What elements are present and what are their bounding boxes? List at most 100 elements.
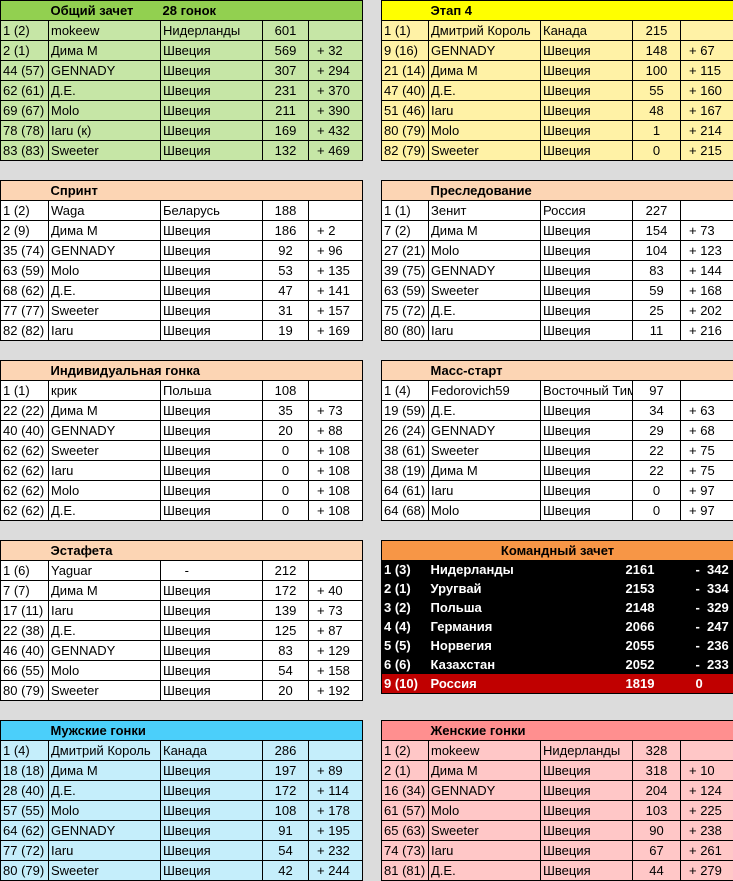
rank-cell: 1 (2) [0,20,49,41]
table-header: Этап 4 [381,0,733,21]
points-cell: 25 [632,300,681,321]
rank-cell: 5 (5) [384,638,411,653]
rank-cell: 9 (16) [381,40,429,61]
points-cell: 0 [262,460,309,481]
rank-cell: 82 (79) [381,140,429,161]
player-name-cell: GENNADY [48,240,161,261]
country-cell: Швеция [540,300,633,321]
rank-cell: 77 (77) [0,300,49,321]
rank-cell: 65 (63) [381,820,429,841]
country-cell: Нидерланды [540,740,633,761]
rank-cell: 61 (57) [381,800,429,821]
table-row: 2 (1) Дима М Швеция 569 + 32 [0,40,363,61]
rank-cell: 1 (1) [381,200,429,221]
points-cell: 227 [632,200,681,221]
player-name-cell: Molo [48,260,161,281]
country-cell: Швеция [539,120,634,141]
standings-table-women: Женские гонки 1 (2) mokeew Нидерланды 328 2 (… [381,720,733,881]
points-cell: 91 [262,820,309,841]
table-row: 51 (46) Iaru Швеция 48 + 167 [381,100,733,121]
standings-table-overall: Общий зачет 28 гонок 1 (2) mokeew Нидерланды… [0,0,363,161]
rank-cell: 80 (79) [0,680,49,701]
player-name-cell: Sweeter [48,440,161,461]
country-cell: Швеция [540,780,633,801]
player-name-cell: Зенит [428,200,541,221]
table-row: 66 (55) Molo Швеция 54 + 158 [0,660,363,681]
table-row: 16 (34) GENNADY Швеция 204 + 124 [381,780,733,801]
table-row: 63 (59) Molo Швеция 53 + 135 [0,260,363,281]
player-name-cell: GENNADY [428,420,541,441]
gap-cell [308,740,363,761]
points-cell: 47 [262,280,309,301]
gap-cell: + 279 [680,860,733,881]
country-cell: Швеция [160,400,263,421]
team-standings-table: Командный зачет 1 (3) Нидерланды 2161 - 342 2… [381,540,733,694]
table-row: 22 (22) Дима М Швеция 35 + 73 [0,400,363,421]
player-name-cell: Molo [428,240,541,261]
rank-cell: 80 (80) [381,320,429,341]
country-cell: Швеция [539,420,634,441]
gap-cell: - 329 [695,600,729,615]
country-cell: Канада [539,20,634,41]
player-name-cell: Iaru [428,100,541,121]
points-cell: 22 [632,460,682,481]
table-row: 65 (63) Sweeter Швеция 90 + 238 [381,820,733,841]
country-cell: Польша [160,380,263,401]
rank-cell: 51 (46) [381,100,429,121]
player-name-cell: Molo [48,480,161,501]
points-cell: 42 [262,860,309,881]
player-name-cell: Д.Е. [48,500,161,521]
player-name-cell: Д.Е. [428,300,541,321]
points-cell: 20 [262,420,309,441]
table-row: 1 (2) Waga Беларусь 188 [0,200,363,221]
points-cell: 0 [262,500,309,521]
rank-cell: 19 (59) [381,400,429,421]
country-cell: Швеция [160,320,263,341]
gap-cell: + 216 [680,320,733,341]
gap-cell: + 63 [680,400,733,421]
table-title: Индивидуальная гонка [48,360,263,381]
country-cell: Швеция [160,820,263,841]
gap-cell [308,560,363,581]
table-row: 17 (11) Iaru Швеция 139 + 73 [0,600,363,621]
country-cell: Швеция [539,440,634,461]
table-row: 68 (62) Д.Е. Швеция 47 + 141 [0,280,363,301]
gap-cell: + 214 [680,120,733,141]
table-row: 64 (61) Iaru Швеция 0 + 97 [381,480,733,501]
points-cell: 286 [262,740,309,761]
table-header: Мужские гонки [0,720,363,741]
country-cell: Швеция [160,660,263,681]
country-cell: Швеция [539,460,634,481]
points-cell: 2052 [625,657,655,672]
player-name-cell: GENNADY [428,780,541,801]
gap-cell: + 469 [308,140,363,161]
country-cell: Швеция [160,640,263,661]
rank-cell: 62 (62) [0,440,49,461]
gap-cell: + 67 [680,40,733,61]
rank-cell: 62 (62) [0,500,49,521]
player-name-cell: Molo [428,500,541,521]
country-cell: Швеция [160,240,263,261]
table-row: 1 (2) mokeew Нидерланды 328 [381,740,733,761]
gap-cell: + 73 [308,600,363,621]
rank-cell: 2 (1) [384,581,411,596]
country-cell: Швеция [540,320,633,341]
rank-cell: 1 (4) [381,380,429,401]
gap-cell: - 233 [695,657,729,672]
table-row: 63 (59) Sweeter Швеция 59 + 168 [381,280,733,301]
rank-cell: 1 (1) [0,380,49,401]
gap-cell: + 244 [308,860,363,881]
header-spacer [632,180,733,201]
player-name-cell: Sweeter [428,140,541,161]
player-name-cell: GENNADY [428,260,541,281]
header-spacer [381,0,429,21]
table-row: 27 (21) Molo Швеция 104 + 123 [381,240,733,261]
gap-cell: + 158 [308,660,363,681]
rank-cell: 6 (6) [384,657,411,672]
gap-cell: + 202 [680,300,733,321]
team-row: 4 (4) Германия 2066 - 247 [381,617,733,636]
gap-cell: - 236 [695,638,729,653]
player-name-cell: Дима М [428,460,541,481]
player-name-cell: Molo [428,120,541,141]
